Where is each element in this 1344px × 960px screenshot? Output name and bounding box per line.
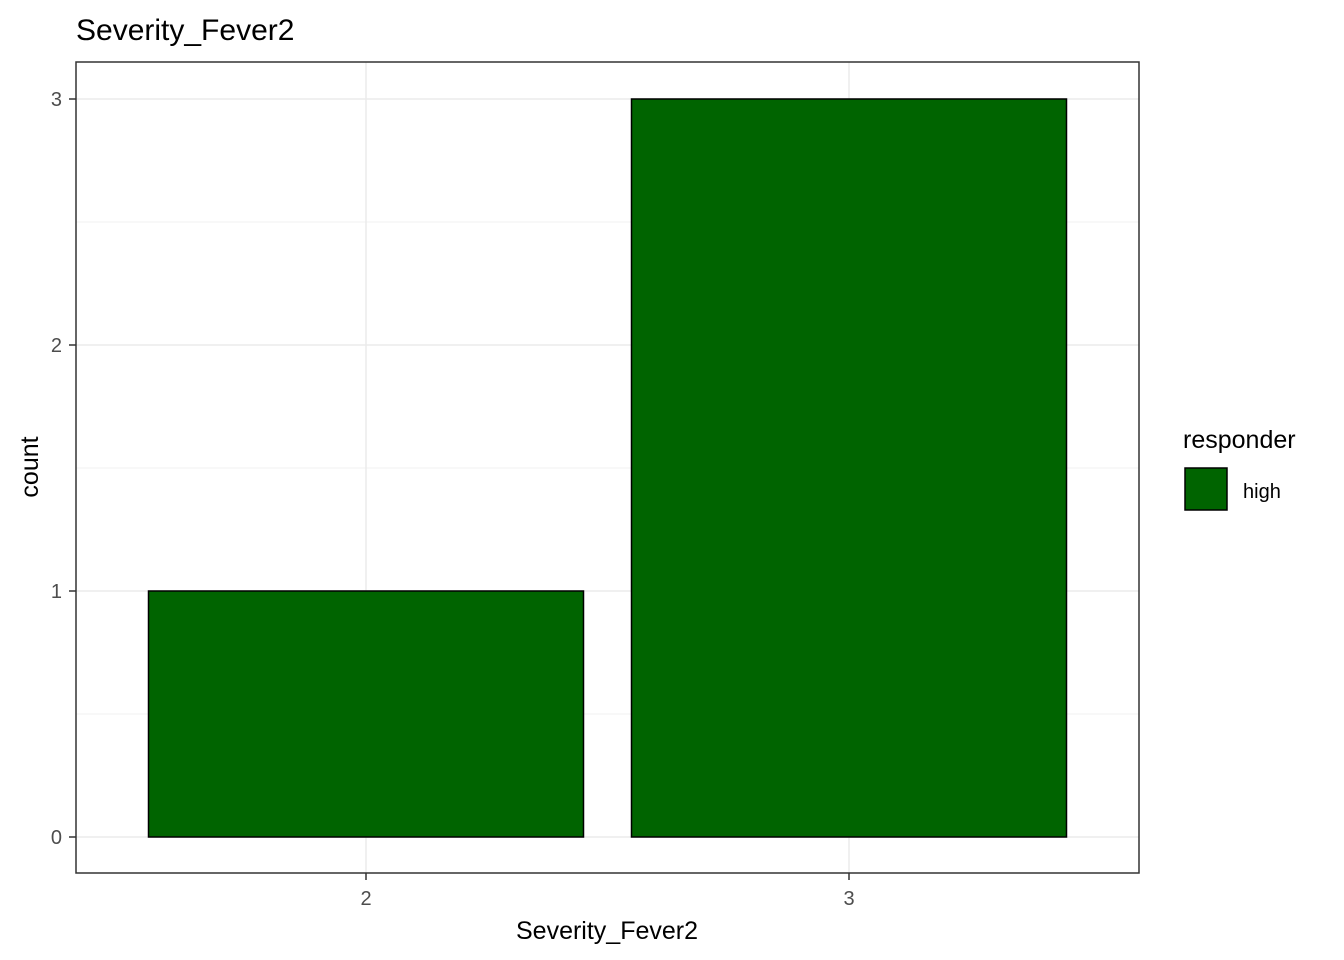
legend-key-high (1184, 467, 1228, 511)
legend-label-high: high (1243, 481, 1281, 503)
x-tick-label: 2 (360, 888, 371, 910)
legend: responder high (1183, 426, 1296, 511)
y-tick-label: 3 (51, 89, 62, 111)
plot-border (75, 61, 1140, 874)
bar-3 (630, 98, 1068, 838)
x-tick-label: 3 (843, 888, 854, 910)
bar-2 (147, 590, 585, 838)
plot-area (75, 61, 1140, 874)
bars (147, 98, 1068, 838)
y-tick-label: 0 (51, 827, 62, 849)
y-axis: 0 1 2 3 (51, 89, 76, 849)
legend-title: responder (1183, 426, 1296, 454)
y-axis-title: count (16, 436, 44, 497)
y-tick-label: 2 (51, 335, 62, 357)
x-axis-title: Severity_Fever2 (516, 917, 698, 945)
chart-title: Severity_Fever2 (76, 14, 294, 47)
y-tick-label: 1 (51, 581, 62, 603)
